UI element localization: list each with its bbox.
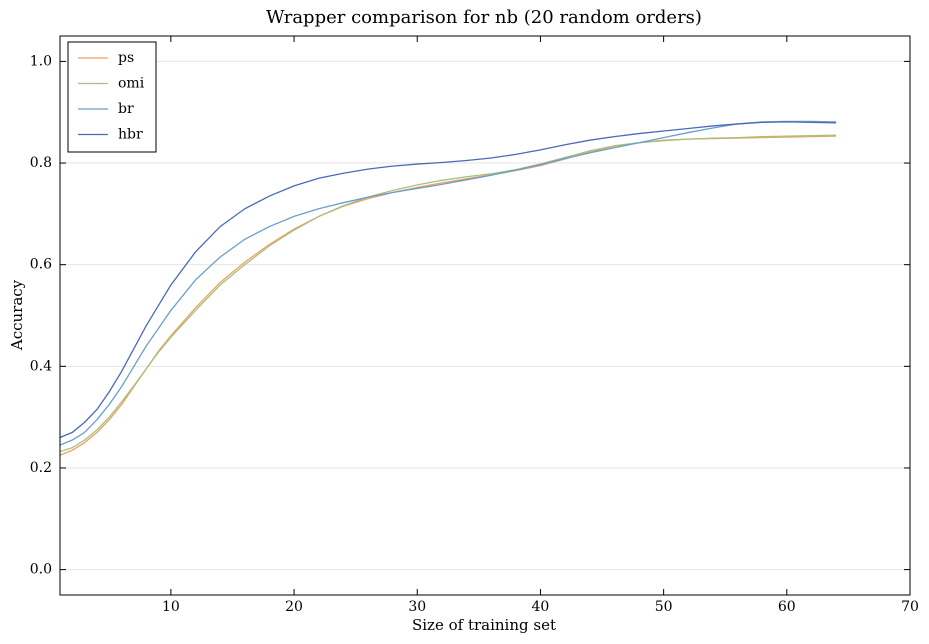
plot-frame <box>59 35 911 596</box>
x-tick-label: 70 <box>901 599 919 615</box>
legend-label: omi <box>118 76 145 92</box>
legend-label: ps <box>118 50 134 66</box>
y-axis-label: Accuracy <box>8 279 26 351</box>
x-tick-label: 60 <box>778 599 796 615</box>
legend-label: hbr <box>118 127 143 143</box>
series-line <box>59 134 837 453</box>
legend-label: br <box>118 101 134 117</box>
x-tick-label: 20 <box>285 599 303 615</box>
y-tick-label: 0.2 <box>30 460 52 476</box>
chart-title: Wrapper comparison for nb (20 random ord… <box>266 7 702 28</box>
series-line <box>59 135 837 456</box>
legend-box <box>67 41 157 153</box>
series-line <box>59 120 837 446</box>
y-tick-label: 1.0 <box>30 53 52 69</box>
x-tick-label: 50 <box>655 599 673 615</box>
x-axis-label: Size of training set <box>412 616 556 634</box>
x-tick-label: 10 <box>162 599 180 615</box>
y-tick-label: 0.0 <box>30 562 52 578</box>
x-tick-label: 40 <box>532 599 550 615</box>
x-tick-label: 30 <box>408 599 426 615</box>
y-tick-label: 0.6 <box>30 257 52 273</box>
y-tick-label: 0.8 <box>30 155 52 171</box>
y-tick-label: 0.4 <box>30 358 52 374</box>
series-line <box>59 121 837 439</box>
